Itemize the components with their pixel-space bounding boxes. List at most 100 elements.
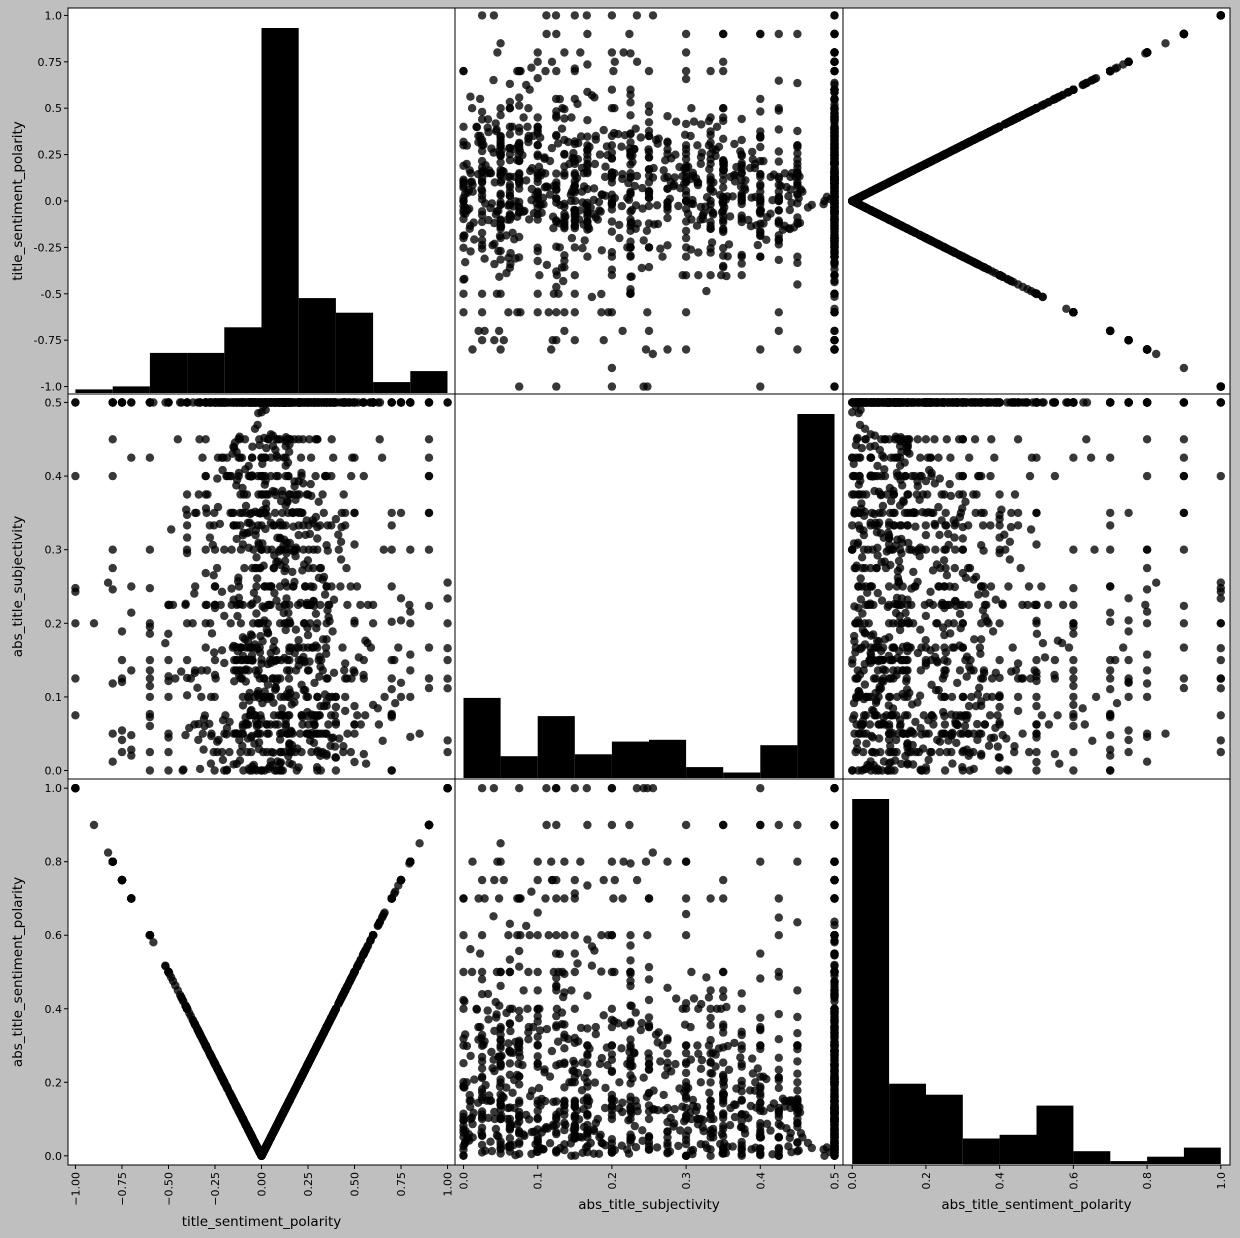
scatter-point [706, 206, 715, 215]
scatter-point [1032, 289, 1041, 298]
scatter-point [638, 204, 647, 213]
scatter-point [466, 92, 475, 101]
scatter-point [1018, 729, 1027, 738]
scatter-point [830, 336, 839, 345]
scatter-point [793, 78, 802, 88]
scatter-point [201, 504, 211, 513]
scatter-point [542, 260, 552, 270]
scatter-point [730, 170, 739, 180]
scatter-point [515, 177, 524, 186]
scatter-point [547, 57, 557, 66]
scatter-point [322, 749, 331, 759]
scatter-point [570, 64, 579, 73]
scatter-point [210, 582, 220, 591]
scatter-point [285, 692, 294, 702]
scatter-point [1179, 363, 1189, 373]
scatter-point [583, 159, 592, 169]
scatter-point [737, 259, 746, 268]
scatter-point [117, 627, 127, 636]
scatter-point [648, 11, 658, 20]
scatter-point [830, 271, 839, 280]
scatter-point [330, 711, 340, 720]
scatter-point [270, 508, 280, 518]
scatter-point [247, 631, 257, 640]
scatter-point [663, 241, 672, 250]
scatter-point [257, 766, 266, 775]
scatter-point [294, 508, 303, 518]
scatter-point [681, 29, 691, 39]
scatter-point [1091, 74, 1101, 83]
scatter-point [719, 104, 728, 113]
scatter-point [1024, 582, 1034, 591]
scatter-point [958, 141, 967, 150]
scatter-point [590, 93, 599, 102]
scatter-point [1112, 699, 1122, 708]
scatter-point [670, 173, 679, 182]
scatter-point [730, 139, 739, 149]
scatter-point [570, 159, 579, 169]
scatter-point [490, 178, 499, 187]
scatter-point [505, 97, 515, 107]
scatter-point [756, 227, 765, 236]
scatter-point [583, 29, 592, 39]
scatter-point [1152, 578, 1161, 587]
scatter-point [639, 236, 648, 245]
scatter-point [276, 758, 286, 767]
scatter-point [294, 530, 303, 540]
scatter-point [283, 497, 292, 507]
scatter-point [756, 107, 765, 116]
scatter-point [210, 655, 220, 665]
scatter-point [253, 574, 262, 583]
scatter-point [194, 490, 203, 499]
scatter-point [300, 582, 310, 591]
scatter-point [257, 545, 266, 554]
scatter-point [560, 326, 569, 336]
scatter-point [995, 702, 1004, 712]
scatter-point [280, 556, 290, 566]
scatter-point [1179, 29, 1189, 39]
scatter-point [899, 497, 908, 507]
scatter-point [164, 729, 173, 738]
scatter-point [884, 582, 894, 591]
scatter-point [236, 619, 246, 628]
scatter-point [708, 144, 717, 154]
scatter-point [533, 247, 542, 256]
scatter-point [719, 170, 728, 179]
scatter-point [630, 181, 639, 191]
scatter-point [225, 747, 234, 757]
scatter-point [496, 132, 505, 142]
scatter-point [527, 63, 536, 72]
scatter-point [1216, 644, 1226, 653]
scatter-point [181, 599, 190, 608]
scatter-point [260, 480, 269, 489]
scatter-point [220, 658, 229, 668]
scatter-point [396, 398, 406, 407]
panel-1-1 [455, 394, 843, 779]
scatter-point [719, 159, 728, 169]
scatter-point [327, 435, 336, 444]
scatter-point [830, 88, 839, 97]
scatter-point [257, 398, 266, 407]
scatter-point [368, 600, 378, 610]
scatter-point [291, 625, 301, 634]
scatter-point [472, 122, 481, 131]
scatter-point [277, 655, 286, 665]
scatter-point [177, 667, 186, 676]
scatter-point [830, 345, 839, 354]
scatter-point [774, 187, 783, 196]
scatter-point [607, 148, 617, 157]
scatter-point [587, 292, 597, 302]
scatter-point [505, 104, 515, 113]
scatter-point [515, 66, 524, 76]
scatter-point [688, 168, 698, 177]
scatter-point [117, 655, 127, 665]
scatter-point [607, 11, 617, 20]
scatter-point [145, 453, 155, 462]
scatter-point [724, 240, 734, 249]
scatter-point [459, 289, 468, 298]
scatter-point [1062, 304, 1071, 313]
scatter-point [663, 172, 672, 182]
scatter-point [1216, 11, 1226, 20]
scatter-point [279, 608, 288, 618]
scatter-point [366, 398, 375, 407]
